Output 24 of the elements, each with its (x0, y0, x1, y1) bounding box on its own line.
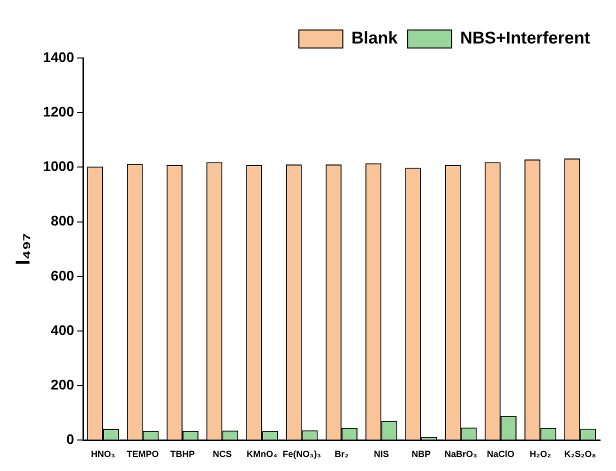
y-tick-label: 800 (50, 212, 74, 229)
x-tick-label: NIS (374, 449, 389, 460)
x-tick-label: Br₂ (334, 449, 349, 460)
x-tick-label: TBHP (170, 449, 195, 460)
x-tick-label: H₂O₂ (530, 449, 552, 460)
x-tick-label: NCS (212, 449, 232, 460)
x-tick-label: NaClO (486, 449, 514, 460)
y-tick-label: 400 (50, 322, 74, 338)
legend-label: Blank (351, 28, 398, 48)
y-tick-label: 1000 (42, 158, 74, 174)
x-tick-label: KMnO₄ (246, 449, 278, 460)
x-tick-label: NBP (412, 449, 431, 460)
x-tick-label: K₂S₂O₈ (564, 449, 596, 460)
legend-label: NBS+Interferent (460, 28, 590, 48)
y-tick-label: 1400 (42, 48, 74, 65)
y-tick-label: 0 (66, 431, 74, 448)
x-tick-label: HNO₃ (90, 449, 116, 460)
y-tick-label: 1200 (42, 103, 74, 120)
x-tick-label: NaBrO₃ (444, 449, 478, 460)
x-tick-label: TEMPO (126, 449, 159, 460)
x-tick-label: Fe(NO₃)₃ (282, 449, 321, 460)
y-tick-label: 200 (50, 376, 74, 392)
y-tick-label: 600 (50, 267, 74, 284)
y-axis-title: I₄₉₇ (12, 233, 35, 266)
